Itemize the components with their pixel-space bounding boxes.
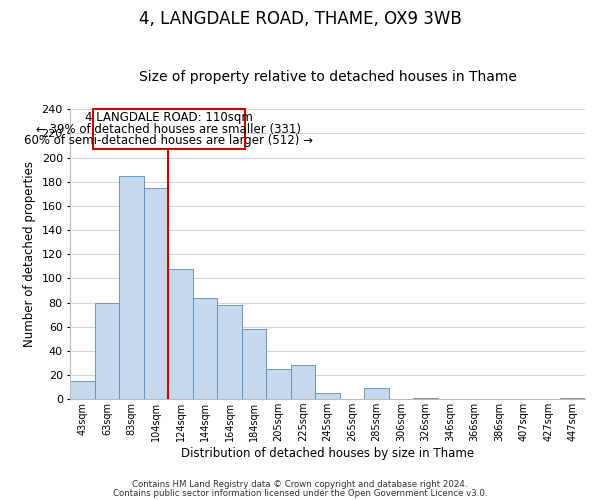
Bar [242, 329, 266, 399]
Bar [193, 298, 217, 399]
Bar [95, 302, 119, 399]
Text: ← 39% of detached houses are smaller (331): ← 39% of detached houses are smaller (33… [37, 122, 301, 136]
Bar [169, 268, 193, 399]
Bar [413, 398, 438, 399]
FancyBboxPatch shape [93, 110, 245, 149]
Text: 4, LANGDALE ROAD, THAME, OX9 3WB: 4, LANGDALE ROAD, THAME, OX9 3WB [139, 10, 461, 28]
Bar [266, 369, 291, 399]
Bar [217, 305, 242, 399]
Text: Contains public sector information licensed under the Open Government Licence v3: Contains public sector information licen… [113, 488, 487, 498]
Y-axis label: Number of detached properties: Number of detached properties [23, 161, 36, 347]
Text: 60% of semi-detached houses are larger (512) →: 60% of semi-detached houses are larger (… [25, 134, 313, 147]
Bar [364, 388, 389, 399]
Bar [560, 398, 585, 399]
Bar [144, 188, 169, 399]
Text: Contains HM Land Registry data © Crown copyright and database right 2024.: Contains HM Land Registry data © Crown c… [132, 480, 468, 489]
Text: 4 LANGDALE ROAD: 110sqm: 4 LANGDALE ROAD: 110sqm [85, 111, 253, 124]
Title: Size of property relative to detached houses in Thame: Size of property relative to detached ho… [139, 70, 517, 85]
X-axis label: Distribution of detached houses by size in Thame: Distribution of detached houses by size … [181, 447, 475, 460]
Bar [119, 176, 144, 399]
Bar [316, 393, 340, 399]
Bar [291, 366, 316, 399]
Bar [70, 381, 95, 399]
